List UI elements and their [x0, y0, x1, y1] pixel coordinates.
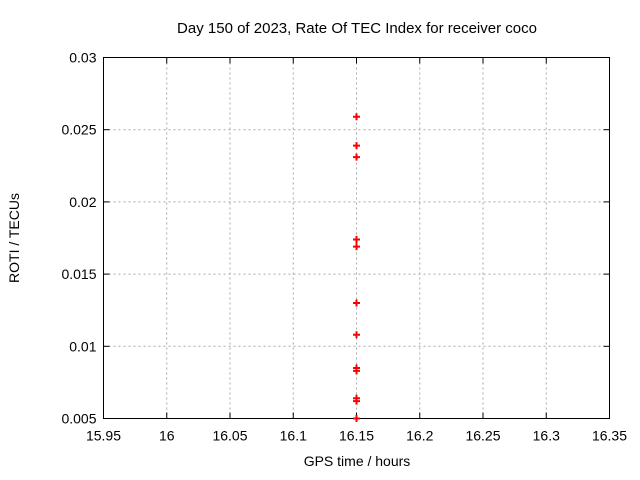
- data-point-marker: [353, 113, 360, 121]
- x-tick-label: 16.15: [339, 428, 374, 444]
- chart-title: Day 150 of 2023, Rate Of TEC Index for r…: [177, 20, 537, 37]
- y-tick-label: 0.01: [69, 338, 96, 354]
- data-point-marker: [353, 331, 360, 339]
- data-point-marker: [353, 367, 360, 375]
- y-tick-label: 0.025: [61, 122, 96, 138]
- x-tick-label: 16.35: [592, 428, 627, 444]
- x-tick-label: 16.05: [212, 428, 247, 444]
- data-point-marker: [353, 243, 360, 251]
- y-tick-label: 0.005: [61, 411, 96, 427]
- x-tick-label: 16.2: [406, 428, 433, 444]
- x-tick-label: 16.25: [465, 428, 500, 444]
- x-axis-label: GPS time / hours: [303, 453, 411, 469]
- data-point-marker: [353, 415, 360, 422]
- x-tick-label: 16.3: [533, 428, 560, 444]
- data-point-marker: [353, 153, 360, 161]
- data-point-marker: [353, 142, 360, 150]
- y-tick-label: 0.015: [61, 266, 96, 282]
- data-point-marker: [353, 397, 360, 405]
- data-point-marker: [353, 235, 360, 243]
- y-axis-label: ROTI / TECUs: [6, 193, 22, 283]
- y-tick-label: 0.03: [69, 50, 96, 66]
- x-tick-label: 15.95: [86, 428, 121, 444]
- x-tick-label: 16.1: [280, 428, 307, 444]
- x-tick-label: 16: [159, 428, 175, 444]
- y-tick-label: 0.02: [69, 194, 96, 210]
- data-point-marker: [353, 299, 360, 307]
